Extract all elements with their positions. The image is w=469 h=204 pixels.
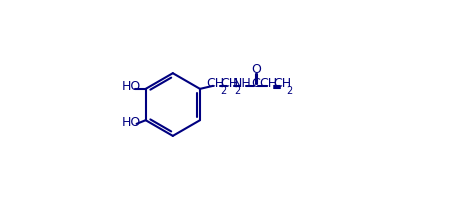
Text: CH: CH: [260, 77, 278, 90]
Text: O: O: [251, 63, 261, 76]
Text: CH: CH: [220, 77, 238, 90]
Text: 2: 2: [220, 85, 226, 95]
Text: HO: HO: [122, 80, 141, 93]
Text: 2: 2: [287, 85, 293, 95]
Text: HO: HO: [122, 115, 141, 128]
Text: CH: CH: [206, 77, 224, 90]
Text: C: C: [251, 77, 260, 90]
Text: CH: CH: [273, 77, 291, 90]
Text: 2: 2: [234, 85, 240, 95]
Text: NH: NH: [233, 77, 252, 90]
